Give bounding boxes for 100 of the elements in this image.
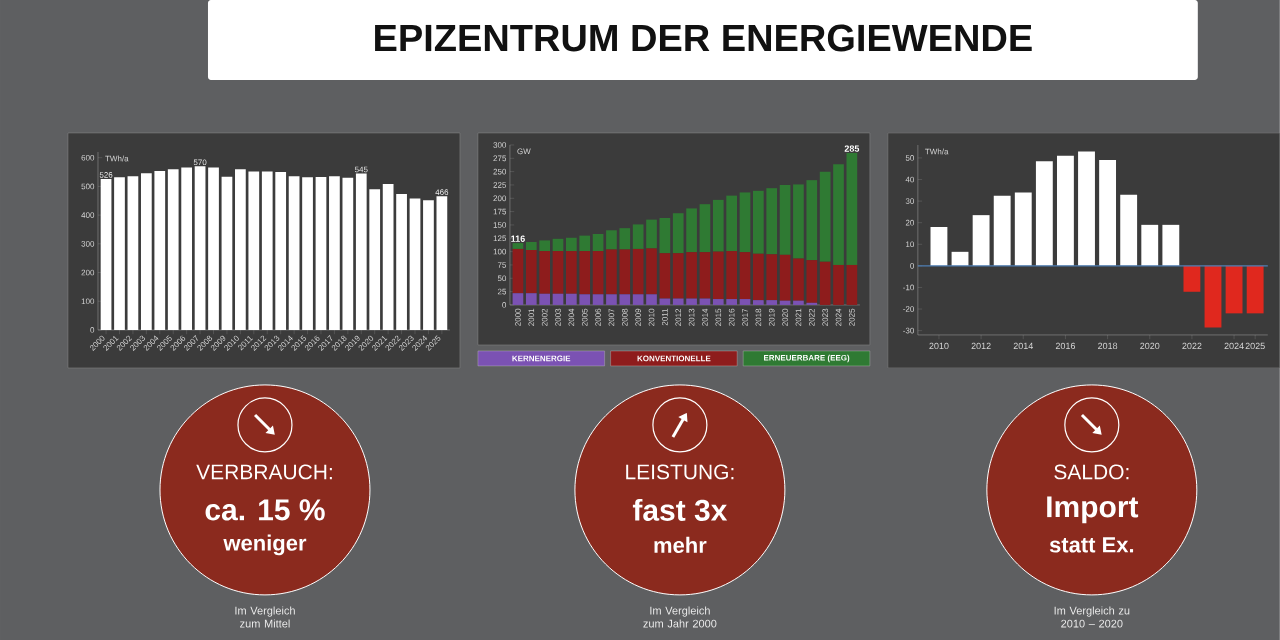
bar [619,228,631,250]
bar [1225,265,1243,314]
y-tick-label: 200 [493,195,507,202]
bar [1120,194,1138,266]
bar [819,261,831,305]
bar [686,208,697,253]
bar [248,171,260,330]
bar [632,294,644,305]
bar [552,238,564,252]
x-tick-label: 2006 [595,308,601,326]
bar [739,192,751,253]
bar [1141,224,1159,266]
y-tick-label: 50 [905,155,915,161]
y-tick-label: 300 [493,142,507,148]
x-tick-label: 2020 [1140,342,1160,350]
bar [632,249,644,295]
bar [672,213,684,254]
y-tick-label: 20 [905,219,915,226]
bar [1056,155,1074,266]
text: ca. 15 % [205,499,325,521]
x-tick-label: 2010 [648,308,655,326]
text: KONVENTIONELLE [637,355,711,362]
x-tick-label: 2024 [835,308,842,326]
bar [579,294,591,305]
bar [235,169,246,330]
bar [726,251,737,300]
data-label: 545 [354,166,368,173]
bar [806,180,818,261]
y-tick-label: 25 [497,288,507,295]
y-tick-label: 300 [81,241,95,247]
x-tick-label: 2007 [608,308,615,326]
y-tick-label: 50 [497,275,507,282]
x-tick-label: 2008 [621,308,628,326]
text: VERBRAUCH: [196,464,332,480]
bar [779,254,791,301]
bar [154,170,166,330]
text: weniger [223,534,307,556]
text: KERNENERGIE [512,355,571,362]
bar [275,172,287,330]
bar [806,260,818,303]
bar [539,293,550,305]
y-tick-label: 75 [497,262,507,268]
bar [369,189,381,330]
bar [409,198,421,330]
bar [512,243,524,249]
bar [739,252,751,300]
bar [342,177,354,330]
x-tick-label: 2010 [929,342,949,350]
text: LEISTUNG: [626,464,734,480]
text: fast 3x [632,498,728,521]
text: Im Vergleich zum Jahr 2000 [643,606,717,628]
x-tick-label: 2021 [795,308,802,326]
bar [315,176,327,330]
y-tick-label: 0 [90,327,95,333]
x-tick-label: 2000 [515,308,521,326]
bar [525,250,537,294]
bar [592,294,604,305]
text: statt Ex. [1049,537,1134,553]
bar [261,171,273,330]
text: Im Vergleich zum Mittel [235,606,295,628]
bar [140,173,152,330]
y-tick-label: -10 [903,284,915,291]
bar [712,251,724,300]
bar [793,184,804,259]
x-tick-label: 2019 [768,308,775,326]
y-tick-label: 200 [81,269,95,276]
bar [739,299,751,305]
data-label: 570 [193,159,207,166]
x-tick-label: 2014 [1013,342,1033,350]
bar [686,252,697,299]
bar [1014,192,1032,266]
bar [592,251,604,295]
y-axis-title: TWh/a [105,155,129,162]
bar [579,235,591,252]
x-tick-label: 2017 [742,308,748,326]
bar [512,249,524,294]
x-tick-label: 2020 [782,308,788,326]
bar [712,299,724,305]
bar [993,195,1011,266]
x-tick-label: 2018 [755,308,762,326]
data-label: 466 [435,189,449,196]
x-tick-label: 2004 [568,308,575,326]
bar [566,251,577,294]
x-tick-label: 2012 [971,342,991,350]
bar [566,237,577,252]
bar [525,242,537,251]
bar [329,176,340,330]
y-tick-label: 150 [493,222,507,228]
text: Im Vergleich zu 2010 – 2020 [1054,606,1130,628]
bar [1099,160,1117,266]
bar [686,298,697,305]
bar [833,265,844,305]
bar [726,299,737,305]
bar [579,251,591,295]
bar [646,294,657,305]
bar [793,300,804,305]
x-tick-label: 2016 [728,308,735,326]
bar [382,184,394,330]
bar [699,204,711,253]
bar [619,249,631,295]
